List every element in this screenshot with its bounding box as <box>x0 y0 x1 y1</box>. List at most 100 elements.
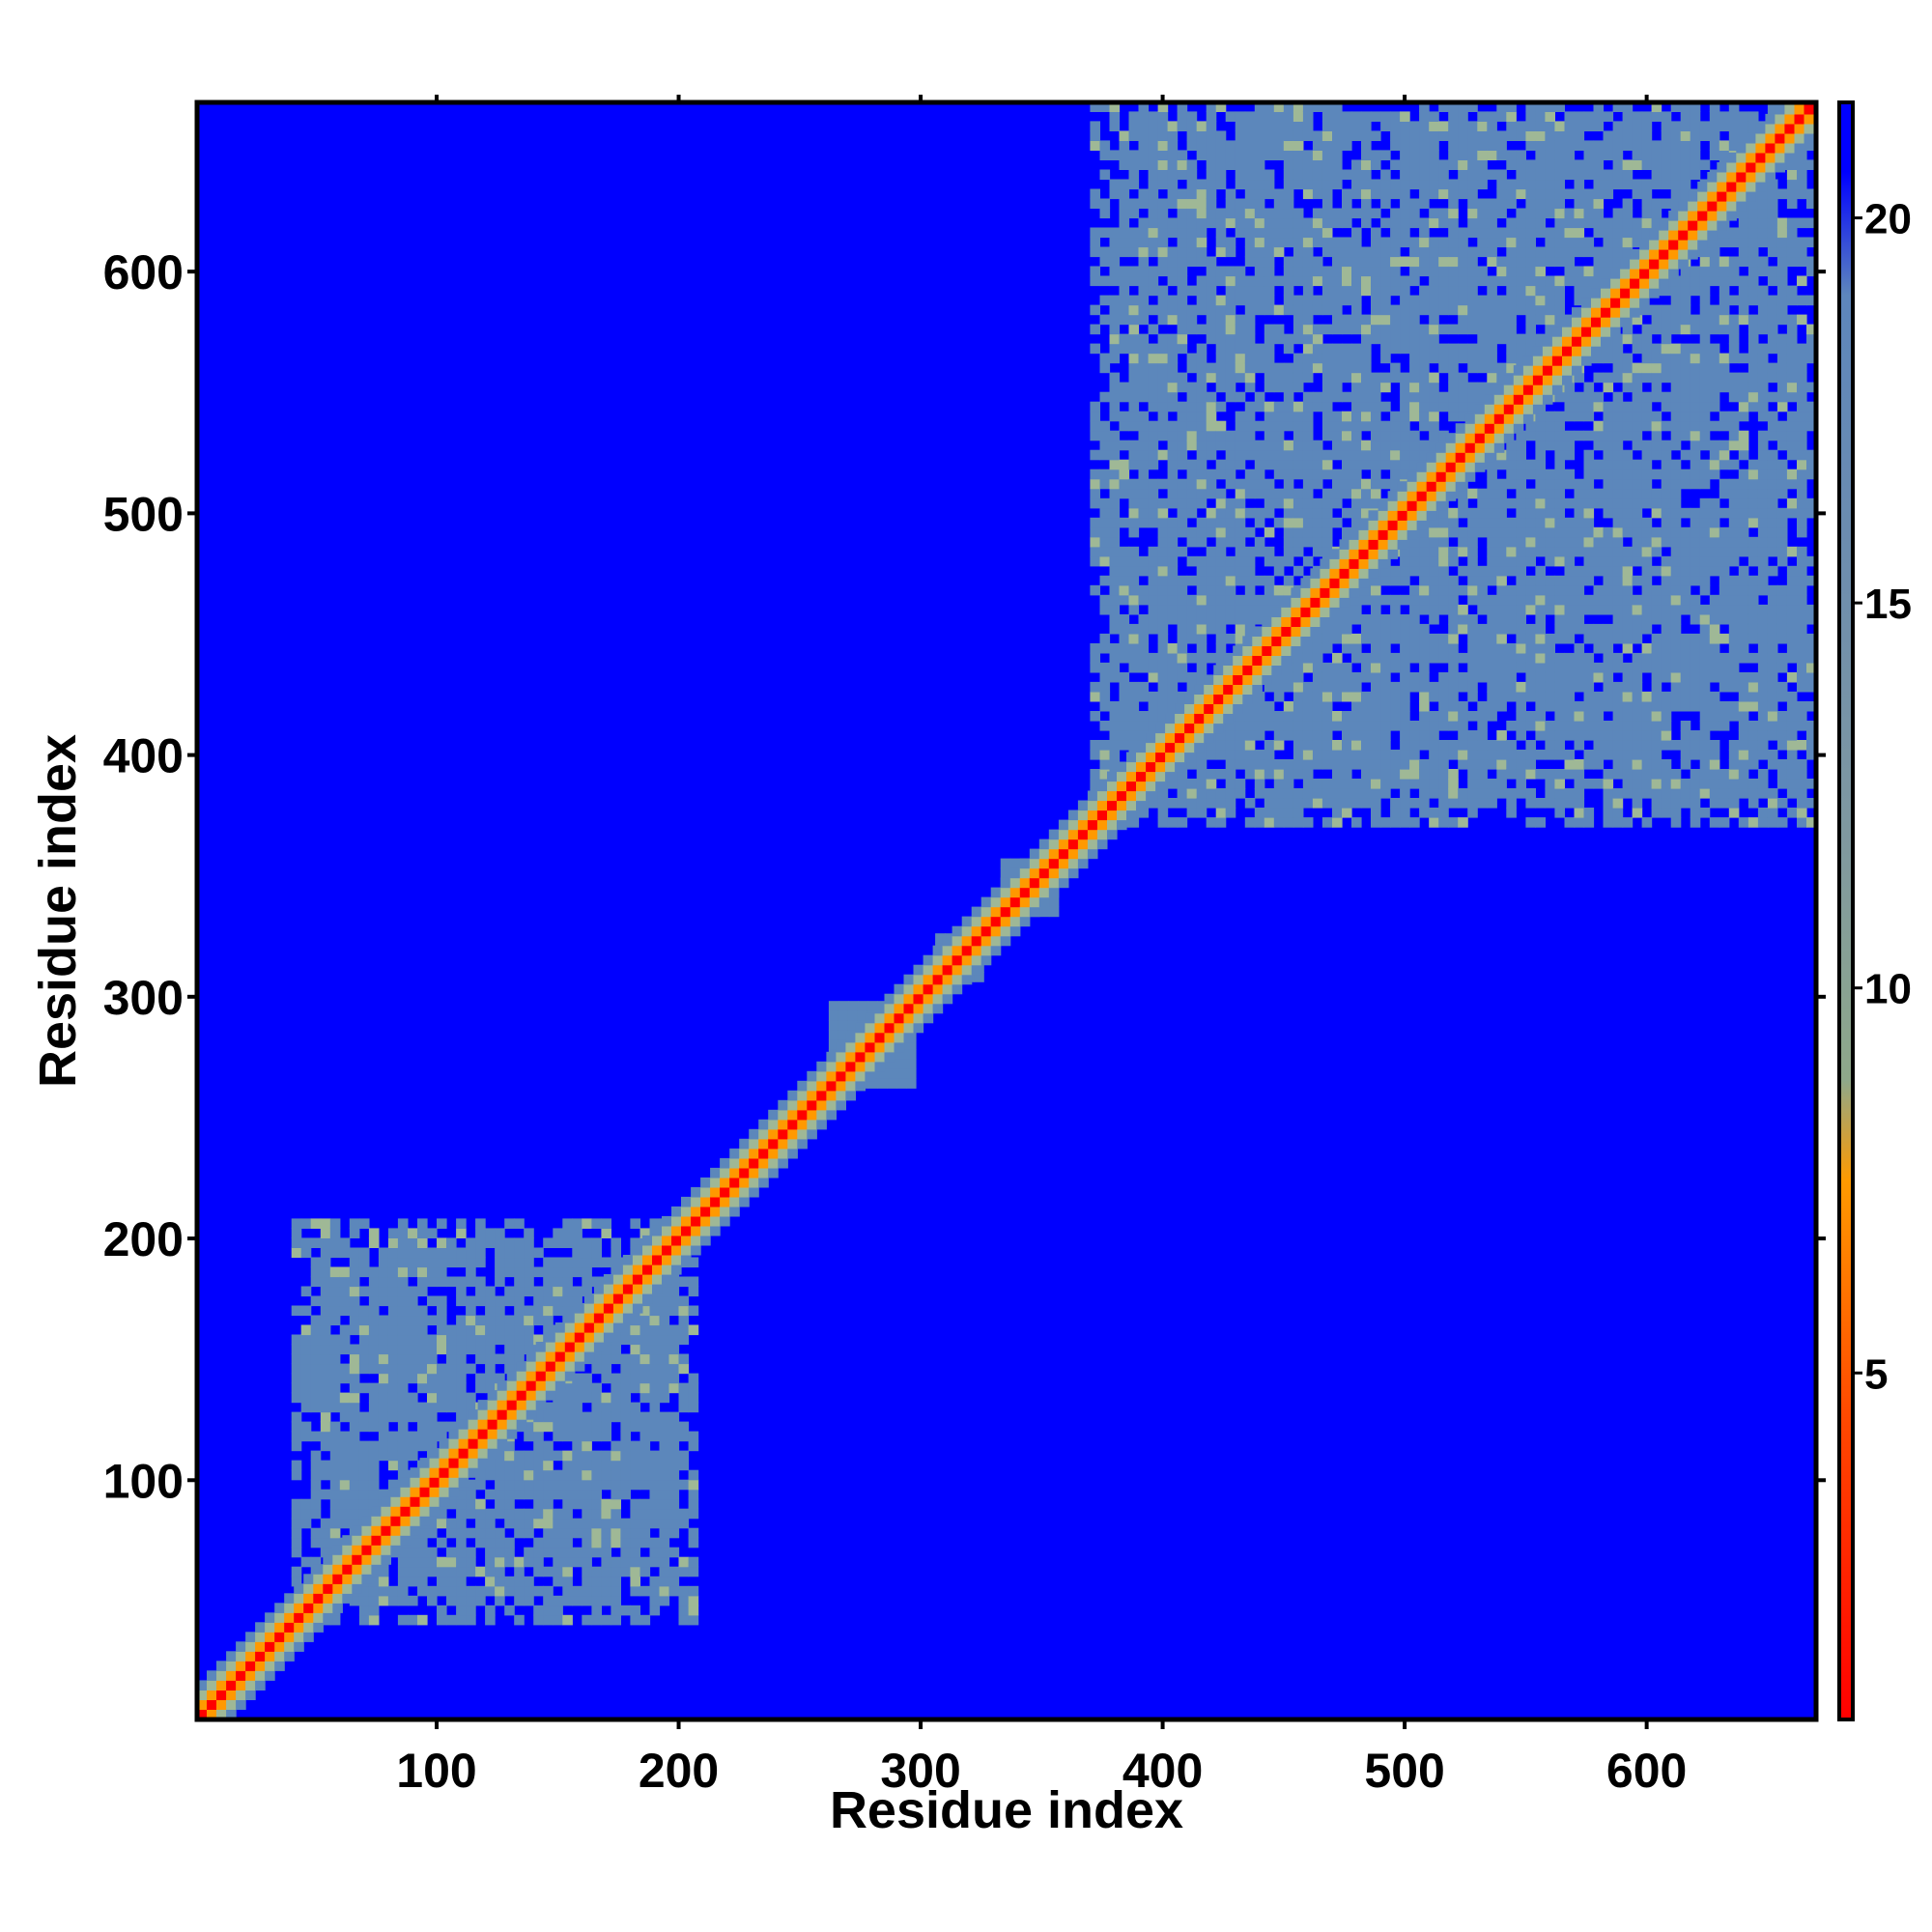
heatmap-cell <box>1371 449 1381 461</box>
heatmap-cell <box>1516 430 1526 441</box>
heatmap-cell <box>1283 121 1294 131</box>
heatmap-cell <box>1603 150 1614 160</box>
heatmap-cell <box>1409 740 1420 751</box>
heatmap-cell <box>1467 788 1478 799</box>
heatmap-cell <box>1312 295 1323 306</box>
heatmap-cell <box>1138 633 1150 644</box>
heatmap-cell <box>1361 759 1372 770</box>
heatmap-cell <box>639 1431 651 1442</box>
heatmap-cell <box>562 1286 573 1297</box>
heatmap-cell <box>1467 507 1478 519</box>
heatmap-cell <box>1429 817 1439 828</box>
heatmap-cell <box>1583 382 1595 393</box>
heatmap-cell <box>291 1498 302 1510</box>
heatmap-cell <box>572 1479 582 1491</box>
heatmap-cell <box>417 1411 428 1423</box>
heatmap-cell <box>1157 671 1169 683</box>
heatmap-cell <box>1361 285 1372 297</box>
heatmap-cell <box>1641 759 1653 770</box>
heatmap-cell <box>1400 440 1410 451</box>
heatmap-cell <box>1400 691 1410 702</box>
heatmap-cell <box>1351 507 1362 519</box>
heatmap-cell <box>1545 411 1555 422</box>
heatmap-cell <box>1516 227 1526 239</box>
heatmap-cell <box>1157 536 1169 548</box>
heatmap-cell <box>1525 130 1536 141</box>
heatmap-cell <box>1254 266 1265 277</box>
heatmap-cell <box>320 1237 331 1248</box>
heatmap-cell <box>485 1489 496 1500</box>
heatmap-cell <box>1264 759 1275 770</box>
heatmap-cell <box>1321 140 1333 151</box>
heatmap-cell <box>1332 295 1343 306</box>
heatmap-cell <box>1429 333 1439 345</box>
heatmap-cell <box>1119 730 1130 741</box>
heatmap-cell <box>1429 353 1439 364</box>
heatmap-cell <box>1554 275 1565 287</box>
heatmap-cell <box>427 1247 438 1259</box>
heatmap-cell <box>1622 227 1634 239</box>
heatmap-cell <box>1321 343 1333 355</box>
heatmap-cell <box>1206 121 1217 131</box>
heatmap-cell <box>1283 333 1294 345</box>
heatmap-cell <box>562 1479 573 1491</box>
heatmap-cell <box>1342 779 1352 789</box>
heatmap-cell <box>1380 169 1391 181</box>
heatmap-cell <box>1196 130 1208 141</box>
heatmap-cell <box>543 1315 554 1326</box>
heatmap-cell <box>553 1257 563 1268</box>
heatmap-cell <box>591 1402 602 1413</box>
heatmap-cell <box>611 1450 621 1462</box>
heatmap-cell <box>1506 333 1517 345</box>
heatmap-cell <box>466 1237 476 1248</box>
heatmap-cell <box>291 1363 302 1375</box>
heatmap-cell <box>1429 159 1439 170</box>
heatmap-cell <box>1167 420 1179 432</box>
heatmap-cell <box>368 1324 380 1336</box>
heatmap-cell <box>1119 391 1130 403</box>
heatmap-cell <box>1186 507 1198 519</box>
heatmap-cell <box>659 1421 670 1433</box>
heatmap-cell <box>1293 217 1304 229</box>
heatmap-cell <box>1458 604 1468 615</box>
heatmap-cell <box>1196 227 1208 239</box>
heatmap-cell <box>1400 372 1410 384</box>
heatmap-cell <box>1321 750 1333 760</box>
heatmap-cell <box>1516 652 1526 664</box>
heatmap-cell <box>1215 469 1227 480</box>
heatmap-cell <box>1448 401 1459 412</box>
heatmap-cell <box>397 1556 409 1568</box>
heatmap-cell <box>1332 769 1343 780</box>
heatmap-cell <box>1496 526 1507 538</box>
heatmap-cell <box>553 1295 563 1307</box>
heatmap-cell <box>1516 662 1526 673</box>
heatmap-cell <box>1477 497 1488 509</box>
heatmap-cell <box>1244 256 1256 268</box>
heatmap-cell <box>1225 246 1236 258</box>
heatmap-cell <box>329 1479 341 1491</box>
heatmap-cell <box>368 1228 380 1238</box>
heatmap-cell <box>1641 121 1653 131</box>
heatmap-cell <box>417 1286 428 1297</box>
heatmap-cell <box>543 1402 554 1413</box>
heatmap-cell <box>1632 217 1643 229</box>
heatmap-cell <box>1293 691 1304 702</box>
heatmap-cell <box>1321 700 1333 712</box>
heatmap-cell <box>1458 304 1468 316</box>
heatmap-cell <box>1535 411 1546 422</box>
heatmap-cell <box>1148 391 1159 403</box>
heatmap-cell <box>659 1450 670 1462</box>
heatmap-cell <box>1496 623 1507 635</box>
heatmap-cell <box>495 1547 505 1558</box>
heatmap-cell <box>1196 246 1208 258</box>
heatmap-cell <box>1651 740 1662 751</box>
heatmap-cell <box>1400 227 1410 239</box>
heatmap-cell <box>1535 817 1546 828</box>
heatmap-cell <box>1361 198 1372 210</box>
heatmap-cell <box>1225 275 1236 287</box>
heatmap-cell <box>504 1508 515 1520</box>
heatmap-cell <box>1235 411 1246 422</box>
heatmap-cell <box>1244 208 1256 219</box>
heatmap-cell <box>1564 575 1576 586</box>
heatmap-cell <box>1593 700 1605 712</box>
